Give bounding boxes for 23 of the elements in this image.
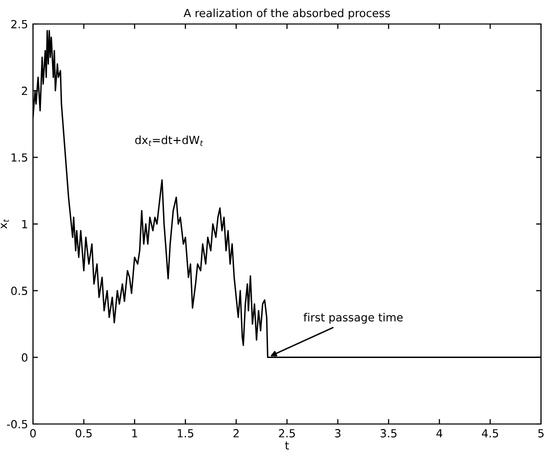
y-tick-label: 2: [22, 86, 28, 95]
x-tick-label: 3: [335, 429, 340, 438]
x-tick-label: 2.5: [278, 429, 295, 438]
y-tick-label: 0.5: [11, 286, 28, 296]
x-tick-label: 2: [233, 429, 239, 438]
x-tick-label: 3.5: [380, 429, 396, 438]
x-tick-label: 1: [132, 429, 138, 438]
y-tick-label: -0.5: [7, 420, 28, 428]
y-tick-label: 1: [22, 220, 28, 228]
y-tick-label: 0: [22, 353, 28, 362]
y-tick-label: 2.5: [11, 20, 28, 28]
x-tick-label: 0: [30, 429, 36, 438]
annotation: dx$_{t}$=dt+dW$_{t}$: [135, 136, 204, 146]
annotation: first passage time: [304, 312, 403, 324]
chart-title: A realization of the absorbed process: [184, 8, 390, 20]
x-tick-label: 4: [436, 429, 442, 438]
x-tick-label: 4.5: [482, 429, 498, 438]
y-axis-title: x$_{t}$: [0, 219, 9, 229]
y-tick-label: 1.5: [12, 153, 28, 162]
x-tick-label: 5: [538, 429, 544, 438]
x-axis-title: t: [285, 442, 289, 450]
x-tick-label: 1.5: [178, 429, 194, 438]
x-tick-label: 0.5: [76, 429, 92, 438]
